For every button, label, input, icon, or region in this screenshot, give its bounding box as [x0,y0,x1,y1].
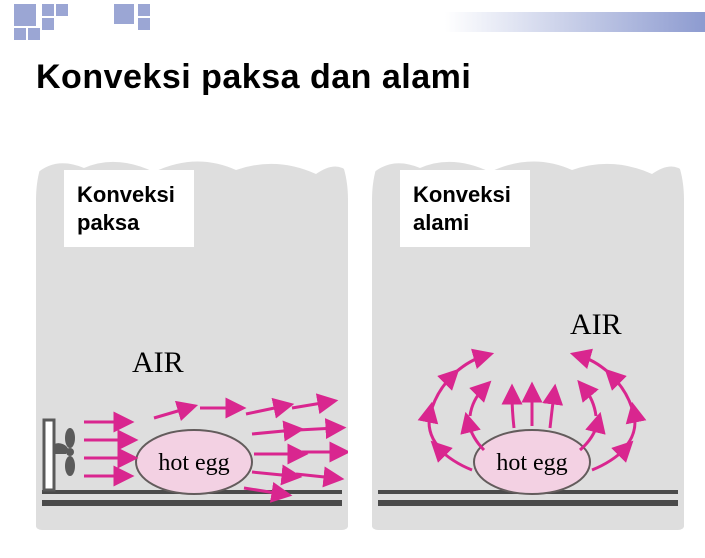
caption-natural-text: Konveksialami [413,182,511,235]
diagram-panels: hot egg Konveksipaksa AIR [36,150,684,530]
decor-square [114,4,134,24]
decor-square [14,4,36,26]
air-label-left: AIR [132,346,184,380]
caption-forced: Konveksipaksa [64,170,194,247]
decor-square [138,18,150,30]
panel-natural-convection: hot egg [372,150,684,530]
decor-square [138,4,150,16]
gradient-bar [445,12,705,32]
page-title: Konveksi paksa dan alami [36,58,471,97]
decor-square [28,28,40,40]
decor-square [42,18,54,30]
decor-square [42,4,54,16]
panel-forced-convection: hot egg Konveksipaksa AIR [36,150,348,530]
air-label-right: AIR [570,308,622,342]
caption-forced-text: Konveksipaksa [77,182,175,235]
decor-topbar [0,0,705,44]
caption-natural: Konveksialami [400,170,530,247]
decor-square [56,4,68,16]
egg-label-left: hot egg [158,450,229,476]
egg-label-right: hot egg [496,450,567,476]
decor-square [14,28,26,40]
